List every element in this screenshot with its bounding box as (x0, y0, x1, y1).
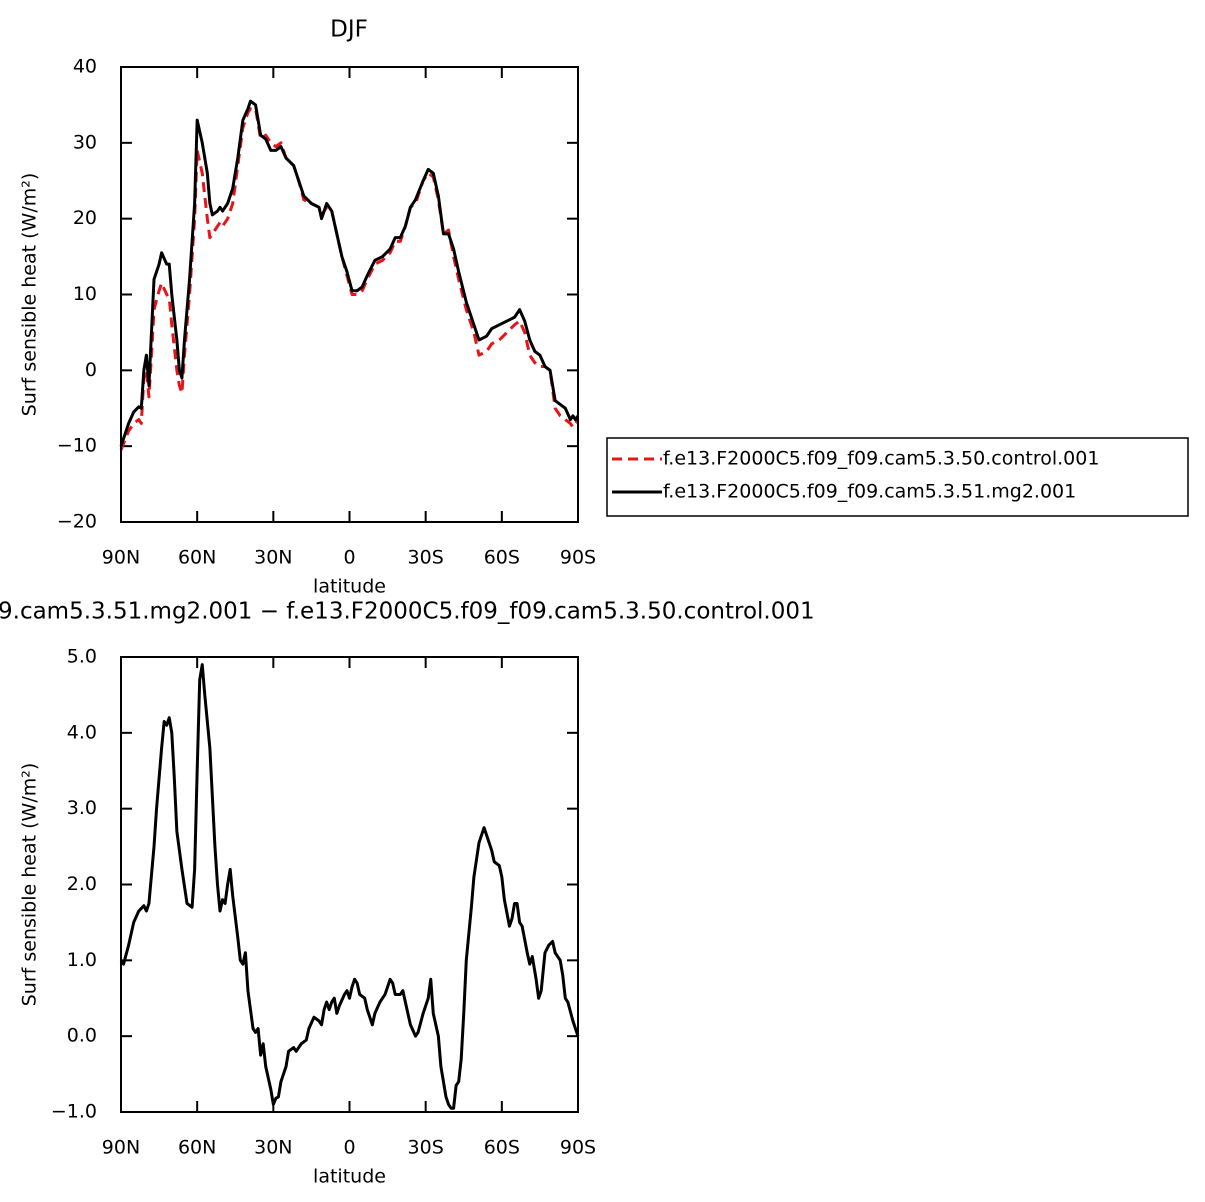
y-tick-label: −1.0 (51, 1101, 97, 1123)
y-tick-label: 40 (73, 56, 97, 78)
y-tick-label: 0.0 (67, 1025, 97, 1047)
y-tick-label: 4.0 (67, 721, 97, 743)
x-tick-label: 90N (102, 547, 140, 569)
x-tick-label: 60S (484, 1137, 520, 1159)
y-tick-label: 3.0 (67, 797, 97, 819)
chart-title: 9.cam5.3.51.mg2.001 − f.e13.F2000C5.f09_… (0, 599, 815, 625)
y-tick-label: −20 (57, 511, 97, 533)
x-tick-label: 0 (343, 547, 355, 569)
legend-label: f.e13.F2000C5.f09_f09.cam5.3.51.mg2.001 (663, 481, 1076, 503)
x-tick-label: 90S (560, 547, 596, 569)
data-line (119, 99, 580, 447)
plot-frame (120, 66, 579, 523)
x-tick-label: 30S (408, 547, 444, 569)
y-tick-label: 1.0 (67, 949, 97, 971)
y-tick-label: 10 (73, 283, 97, 305)
x-tick-label: 30N (254, 1137, 292, 1159)
y-tick-label: 0 (85, 359, 97, 381)
data-line (119, 663, 580, 1110)
y-axis-label: Surf sensible heat (W/m²) (19, 763, 41, 1007)
y-tick-label: −10 (57, 435, 97, 457)
x-tick-label: 90S (560, 1137, 596, 1159)
legend-label: f.e13.F2000C5.f09_f09.cam5.3.50.control.… (663, 448, 1099, 470)
x-tick-label: 60N (178, 547, 216, 569)
y-tick-label: 2.0 (67, 873, 97, 895)
chart-title: DJF (330, 17, 368, 43)
x-tick-label: 30S (408, 1137, 444, 1159)
x-tick-label: 90N (102, 1137, 140, 1159)
y-tick-label: 30 (73, 131, 97, 153)
y-tick-label: 20 (73, 207, 97, 229)
x-tick-label: 60N (178, 1137, 216, 1159)
y-axis-label: Surf sensible heat (W/m²) (19, 173, 41, 417)
plot-frame (120, 656, 579, 1113)
legend-box (606, 437, 1189, 517)
x-axis-label: latitude (313, 576, 386, 598)
y-tick-label: 5.0 (67, 646, 97, 668)
x-axis-label: latitude (313, 1166, 386, 1188)
x-tick-label: 0 (343, 1137, 355, 1159)
x-tick-label: 60S (484, 547, 520, 569)
x-tick-label: 30N (254, 547, 292, 569)
